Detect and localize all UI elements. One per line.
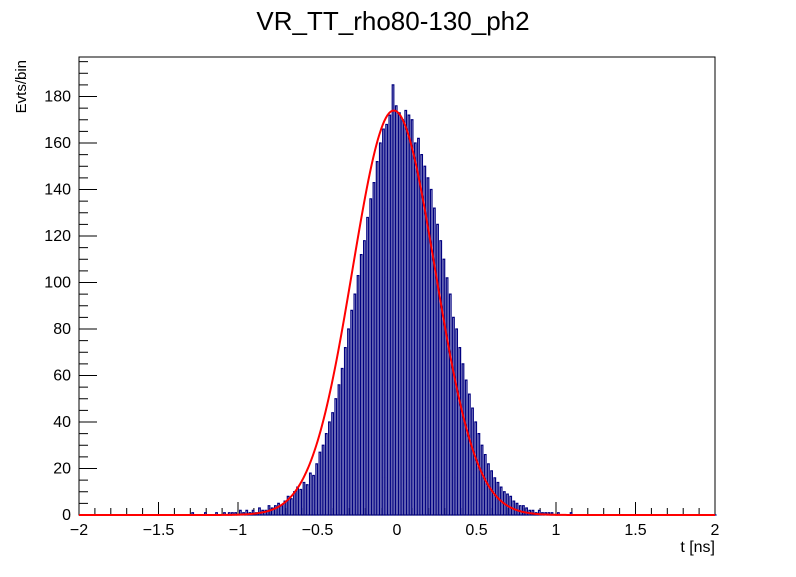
histogram-bin (478, 434, 480, 515)
gaussian-fit-curve (79, 109, 715, 516)
histogram-bin (322, 445, 324, 515)
histogram-bin (351, 310, 353, 515)
histogram-bins (79, 84, 717, 516)
histogram-bin (360, 255, 362, 515)
histogram-bin (335, 399, 337, 515)
y-axis-tick-labels: 0 20 40 60 80 100 120 140 160 180 (44, 89, 71, 524)
histogram-bin (472, 408, 474, 515)
histogram-bin (453, 317, 455, 515)
chart-title: VR_TT_rho80-130_ph2 (256, 6, 529, 36)
y-tick-label: 60 (53, 368, 71, 385)
histogram-bin (364, 241, 366, 515)
histogram-bin (386, 124, 388, 515)
histogram-bin (434, 208, 436, 515)
histogram-bin (373, 183, 375, 515)
y-tick-label: 140 (44, 182, 71, 199)
histogram-bin (462, 364, 464, 515)
histogram-bin (357, 276, 359, 515)
histogram-bin (399, 113, 401, 515)
y-tick-label: 100 (44, 275, 71, 292)
histogram-bin (523, 506, 525, 515)
histogram-bin (510, 496, 512, 515)
histogram-bin (316, 464, 318, 515)
histogram-bin (297, 487, 299, 515)
histogram-bin (338, 385, 340, 515)
histogram-bin (465, 380, 467, 515)
histogram-bin (294, 492, 296, 515)
histogram-bin (313, 475, 315, 515)
y-tick-label: 160 (44, 135, 71, 152)
histogram-bin (332, 413, 334, 515)
x-tick-label: 0 (393, 522, 402, 539)
histogram-bin (319, 452, 321, 515)
histogram-bin (405, 110, 407, 515)
histogram-bin (402, 120, 404, 515)
histogram-bin (380, 143, 382, 515)
histogram-bin (475, 422, 477, 515)
histogram-bin (418, 138, 420, 515)
x-tick-label: −1.5 (143, 522, 175, 539)
histogram-bin (526, 508, 528, 515)
x-axis-label: t [ns] (680, 539, 715, 556)
x-tick-label: 2 (711, 522, 720, 539)
histogram-bin (459, 348, 461, 515)
x-tick-label: 0.5 (465, 522, 487, 539)
histogram-outline (79, 84, 717, 516)
histogram-bin (488, 464, 490, 515)
histogram-bin (437, 224, 439, 515)
y-tick-label: 120 (44, 228, 71, 245)
y-tick-label: 80 (53, 321, 71, 338)
histogram-bin (414, 143, 416, 515)
x-axis-tick-labels: −2 −1.5 −1 −0.5 0 0.5 1 1.5 2 (70, 522, 720, 539)
histogram-bin (310, 473, 312, 515)
y-tick-label: 180 (44, 89, 71, 106)
histogram-bin (456, 329, 458, 515)
histogram-bin (348, 329, 350, 515)
y-tick-label: 20 (53, 461, 71, 478)
histogram-bin (376, 162, 378, 515)
x-tick-label: −0.5 (302, 522, 334, 539)
histogram-bin (290, 499, 292, 515)
x-tick-label: −1 (229, 522, 247, 539)
histogram-bin (370, 199, 372, 515)
histogram-bin (424, 166, 426, 515)
y-axis-label: Evts/bin (13, 60, 30, 113)
histogram-bin (392, 85, 394, 515)
histogram-bin (491, 471, 493, 515)
histogram-bin (329, 422, 331, 515)
histogram-bin (303, 482, 305, 515)
y-tick-label: 0 (62, 507, 71, 524)
histogram-bin (281, 506, 283, 515)
histogram-bin (481, 445, 483, 515)
histogram-bin (440, 241, 442, 515)
histogram-bin (446, 278, 448, 515)
y-axis-ticks (79, 61, 97, 516)
histogram-bin (408, 115, 410, 515)
histogram-bin (300, 489, 302, 515)
histogram-bin (367, 217, 369, 515)
histogram-bin (484, 455, 486, 515)
histogram-bin (341, 369, 343, 515)
histogram-bin (354, 294, 356, 515)
histogram-bin (421, 155, 423, 515)
x-tick-label: 1 (552, 522, 561, 539)
histogram-bin (345, 348, 347, 515)
x-tick-label: −2 (70, 522, 88, 539)
histogram-bin (411, 120, 413, 515)
y-tick-label: 40 (53, 414, 71, 431)
histogram-bin (306, 485, 308, 515)
histogram-bin (278, 503, 280, 515)
histogram-bin (443, 259, 445, 515)
histogram-bin (449, 294, 451, 515)
histogram-bin (469, 394, 471, 515)
histogram-bin (389, 115, 391, 515)
histogram-bin (383, 129, 385, 515)
x-tick-label: 1.5 (624, 522, 646, 539)
histogram-bin (395, 106, 397, 515)
histogram-bin (325, 434, 327, 515)
